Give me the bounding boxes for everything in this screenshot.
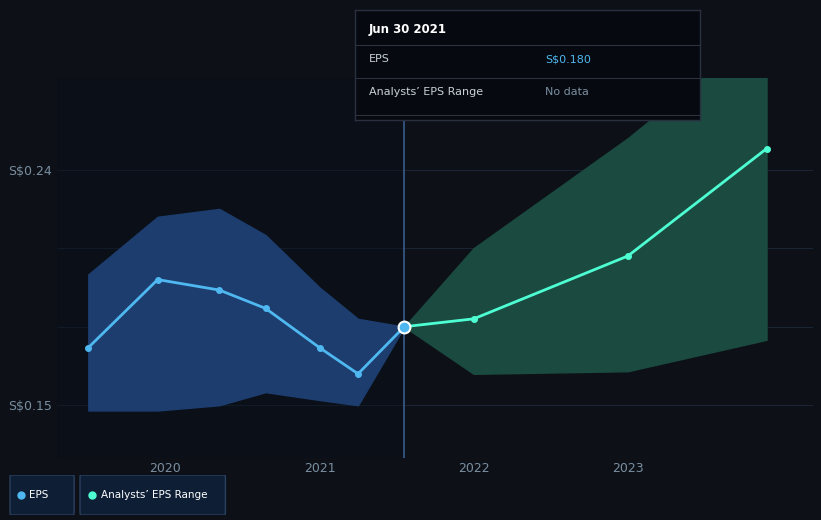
Bar xyxy=(57,78,404,458)
Text: Analysts’ EPS Range: Analysts’ EPS Range xyxy=(369,87,483,97)
Text: S$0.180: S$0.180 xyxy=(545,54,590,64)
Text: No data: No data xyxy=(545,87,589,97)
Text: Jun 30 2021: Jun 30 2021 xyxy=(369,23,447,36)
Text: Actual: Actual xyxy=(358,96,400,109)
Text: EPS: EPS xyxy=(29,490,48,500)
Text: Analysts Forecasts: Analysts Forecasts xyxy=(409,96,519,109)
Text: EPS: EPS xyxy=(369,54,390,64)
FancyBboxPatch shape xyxy=(10,475,74,515)
Text: Analysts’ EPS Range: Analysts’ EPS Range xyxy=(101,490,207,500)
FancyBboxPatch shape xyxy=(80,475,226,515)
